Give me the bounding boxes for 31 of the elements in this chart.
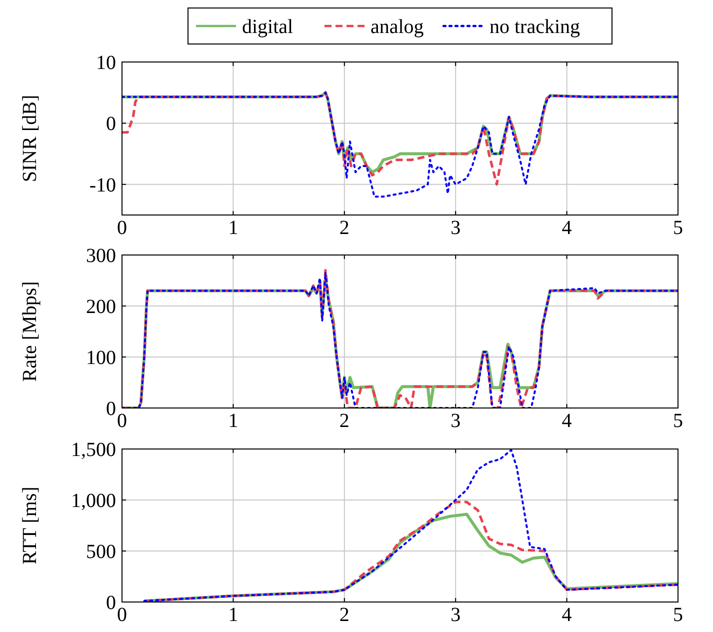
y-axis-title: SINR [dB]	[19, 94, 41, 182]
y-tick-label: -10	[89, 174, 116, 196]
legend-label: no tracking	[490, 16, 580, 38]
y-tick-label: 200	[86, 296, 116, 318]
x-tick-label: 5	[673, 604, 683, 626]
x-tick-label: 2	[339, 410, 350, 432]
x-tick-label: 4	[562, 604, 572, 626]
x-tick-label: 2	[339, 604, 350, 626]
y-axis-title: RTT [ms]	[19, 486, 41, 564]
x-tick-label: 3	[450, 217, 461, 239]
x-tick-label: 4	[562, 217, 572, 239]
y-axis-title: Rate [Mbps]	[19, 281, 41, 382]
legend-label: digital	[242, 16, 294, 38]
y-tick-label: 1,000	[71, 490, 116, 512]
x-tick-label: 1	[228, 604, 238, 626]
y-tick-label: 0	[106, 113, 116, 136]
legend-label: analog	[370, 16, 424, 38]
y-tick-label: 10	[96, 52, 116, 74]
y-tick-label: 500	[86, 541, 116, 563]
x-tick-label: 4	[562, 410, 572, 432]
x-tick-label: 3	[450, 410, 461, 432]
x-tick-label: 5	[673, 410, 683, 432]
x-tick-label: 5	[673, 217, 683, 239]
y-tick-label: 100	[86, 347, 116, 369]
line-series	[143, 449, 678, 602]
y-tick-label: 1,500	[71, 439, 116, 461]
x-tick-label: 1	[228, 217, 238, 239]
y-tick-label: 300	[86, 245, 116, 267]
x-tick-label: 1	[228, 410, 238, 432]
x-tick-label: 3	[450, 604, 461, 626]
x-tick-label: 2	[339, 217, 350, 239]
